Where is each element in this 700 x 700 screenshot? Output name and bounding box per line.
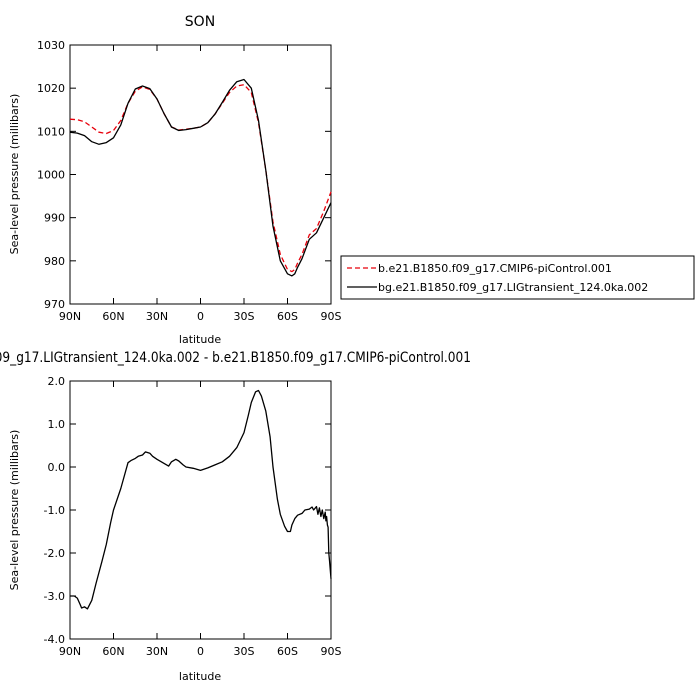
y-tick-label: 970 (44, 298, 65, 311)
bottom-panel: bg.e21.B1850.f09_g17.LIGtransient_124.0k… (0, 350, 471, 683)
series-line-1 (69, 78, 332, 277)
y-tick-label: 990 (44, 212, 65, 225)
x-tick-label: 90N (59, 645, 81, 658)
y-tick-label: 0.0 (48, 461, 66, 474)
x-tick-label: 0 (197, 310, 204, 323)
series-line-0 (69, 84, 332, 273)
x-tick-label: 60N (102, 310, 124, 323)
y-tick-label: -1.0 (44, 504, 65, 517)
bottom-x-axis-label: latitude (179, 670, 221, 683)
x-tick-label: 30S (234, 310, 255, 323)
bottom-series-lines (70, 389, 332, 610)
legend-box (340, 255, 695, 300)
x-tick-label: 90N (59, 310, 81, 323)
y-tick-label: 1030 (37, 39, 65, 52)
bottom-plot-frame (69, 380, 332, 640)
x-tick-label: 30N (146, 645, 168, 658)
legend-label-series-1: bg.e21.B1850.f09_g17.LIGtransient_124.0k… (378, 281, 648, 294)
top-y-axis-label: Sea-level pressure (millibars) (8, 94, 21, 255)
bottom-y-ticks: -4.0 -3.0 -2.0 -1.0 0.0 1.0 2.0 (44, 375, 331, 646)
top-y-ticks: 970 980 990 1000 1010 1020 1030 (37, 39, 331, 311)
legend-label-series-0: b.e21.B1850.f09_g17.CMIP6-piControl.001 (378, 262, 612, 275)
top-panel: SON 970 980 990 1000 1010 1020 1030 90N 60N 30N 0… (8, 14, 342, 346)
y-tick-label: -2.0 (44, 547, 65, 560)
bottom-chart-title: bg.e21.B1850.f09_g17.LIGtransient_124.0k… (0, 350, 471, 366)
y-tick-label: 1010 (37, 125, 65, 138)
legend: b.e21.B1850.f09_g17.CMIP6-piControl.001 … (340, 255, 695, 300)
x-tick-label: 30S (234, 645, 255, 658)
x-tick-label: 60S (277, 310, 298, 323)
top-plot-frame (69, 44, 332, 305)
x-tick-label: 60S (277, 645, 298, 658)
y-tick-label: 2.0 (48, 375, 66, 388)
x-tick-label: 30N (146, 310, 168, 323)
top-chart-title: SON (185, 14, 215, 30)
y-tick-label: 1020 (37, 82, 65, 95)
top-x-ticks: 90N 60N 30N 0 30S 60S 90S (59, 45, 342, 323)
y-tick-label: -3.0 (44, 590, 65, 603)
series-line-0 (70, 389, 332, 610)
x-tick-label: 90S (321, 645, 342, 658)
y-tick-label: 980 (44, 255, 65, 268)
bottom-y-axis-label: Sea-level pressure (millibars) (8, 430, 21, 591)
top-series-lines (69, 78, 332, 277)
y-tick-label: -4.0 (44, 633, 65, 646)
x-tick-label: 0 (197, 645, 204, 658)
bottom-x-ticks: 90N 60N 30N 0 30S 60S 90S (59, 381, 342, 658)
y-tick-label: 1.0 (48, 418, 66, 431)
x-tick-label: 90S (321, 310, 342, 323)
y-tick-label: 1000 (37, 169, 65, 182)
top-x-axis-label: latitude (179, 333, 221, 346)
x-tick-label: 60N (102, 645, 124, 658)
